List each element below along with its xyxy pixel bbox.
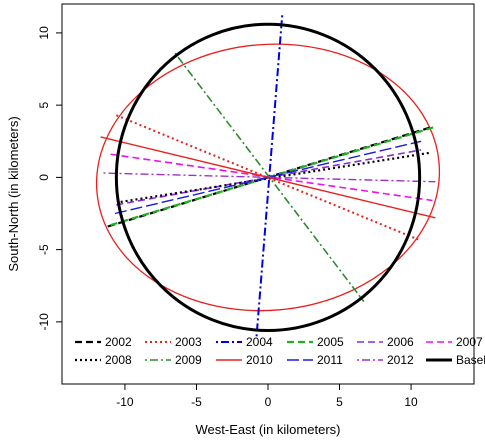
legend-item-2003: 2003 [145, 335, 202, 349]
legend-item-2007: 2007 [426, 335, 483, 349]
y-tick-label: 0 [37, 174, 51, 181]
legend-label: Baseline [456, 353, 485, 367]
ellipse-2010 [95, 43, 441, 312]
x-axis-title: West-East (in kilometers) [196, 422, 341, 437]
legend-item-2009: 2009 [145, 353, 202, 367]
y-axis: -10 -5 0 5 10 [37, 26, 62, 331]
series-line-2007 [110, 153, 433, 202]
x-tick-label: 0 [265, 395, 272, 409]
legend-label: 2006 [387, 335, 414, 349]
legend-item-2005: 2005 [287, 335, 344, 349]
legend-item-2008: 2008 [75, 353, 132, 367]
legend-label: 2002 [105, 335, 132, 349]
series-line-2010 [100, 136, 436, 219]
legend-label: 2009 [175, 353, 202, 367]
legend-label: 2012 [387, 353, 414, 367]
legend: 2002 2003 2004 2005 2006 2007 2008 2009 2010 2011… [75, 335, 485, 367]
series-line-2004 [255, 14, 284, 337]
y-tick-label: -5 [37, 244, 51, 255]
y-tick-label: 5 [37, 101, 51, 108]
legend-item-2012: 2012 [357, 353, 414, 367]
series-line-2011 [114, 140, 422, 215]
x-tick-label: 10 [404, 395, 418, 409]
y-tick-label: 10 [37, 26, 51, 40]
legend-item-2002: 2002 [75, 335, 132, 349]
legend-item-Baseline: Baseline [426, 353, 485, 367]
x-tick-label: -10 [116, 395, 134, 409]
x-axis: -10 -5 0 5 10 [116, 384, 418, 409]
y-axis-title: South-North (in kilometers) [6, 116, 21, 271]
x-tick-label: 5 [336, 395, 343, 409]
legend-label: 2003 [175, 335, 202, 349]
legend-label: 2004 [246, 335, 273, 349]
baseline-circle [114, 22, 422, 333]
legend-item-2006: 2006 [357, 335, 414, 349]
y-tick-label: -10 [37, 313, 51, 331]
legend-label: 2011 [317, 353, 343, 367]
plot-area [95, 14, 441, 337]
x-tick-label: -5 [191, 395, 202, 409]
legend-item-2004: 2004 [216, 335, 273, 349]
legend-label: 2010 [246, 353, 273, 367]
legend-label: 2008 [105, 353, 132, 367]
legend-label: 2007 [456, 335, 483, 349]
legend-item-2010: 2010 [216, 353, 273, 367]
series-line-2012 [103, 172, 436, 183]
legend-item-2011: 2011 [287, 353, 343, 367]
legend-label: 2005 [317, 335, 344, 349]
